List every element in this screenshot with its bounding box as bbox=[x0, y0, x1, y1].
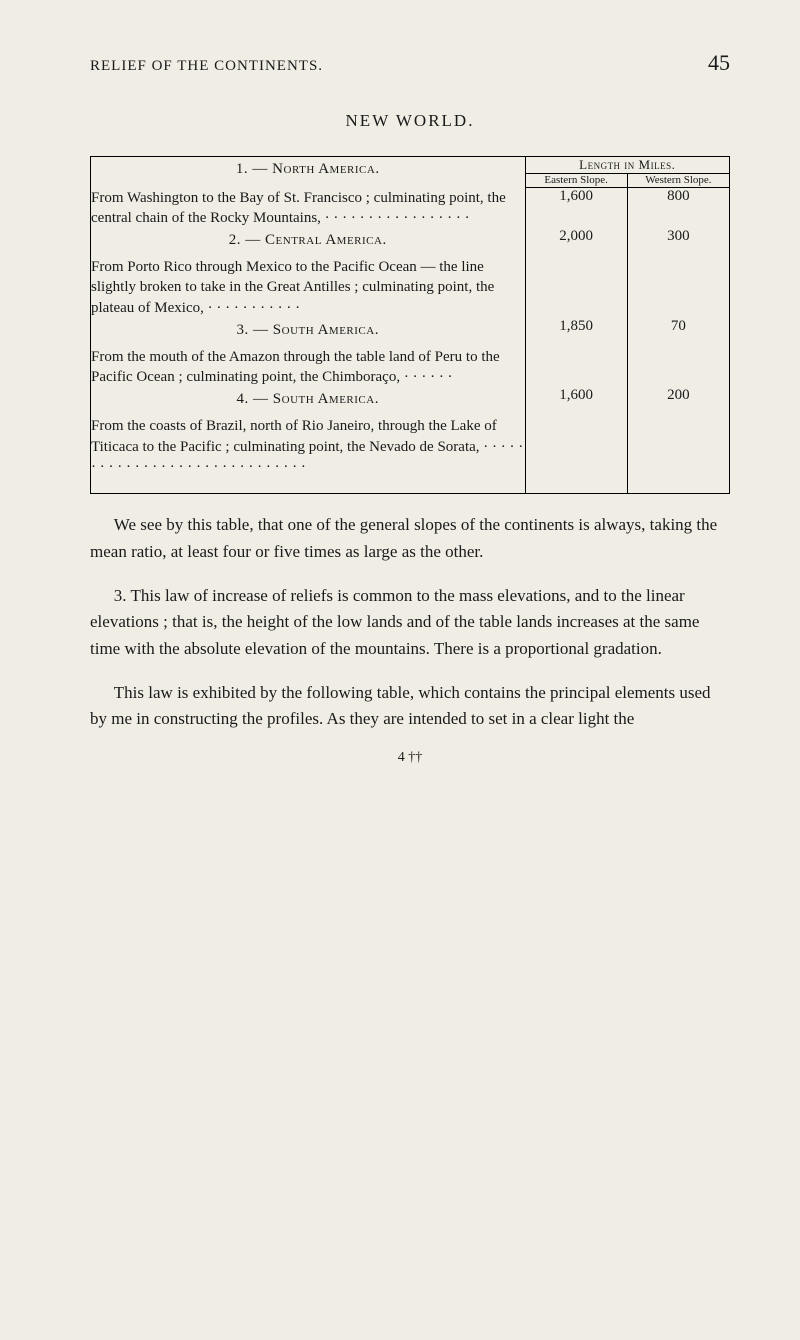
western-value-2: 300 bbox=[627, 228, 729, 318]
entry-text-2: From Porto Rico through Mexico to the Pa… bbox=[91, 257, 525, 318]
entry-text-3: From the mouth of the Amazon through the… bbox=[91, 347, 525, 388]
eastern-value-3: 1,850 bbox=[525, 318, 627, 388]
section-title-3: 3. — South America. bbox=[91, 322, 525, 339]
section-title-4: 4. — South America. bbox=[91, 391, 525, 408]
western-value-1: 800 bbox=[627, 188, 729, 229]
page-number: 45 bbox=[708, 50, 730, 76]
eastern-value-2: 2,000 bbox=[525, 228, 627, 318]
page-container: RELIEF OF THE CONTINENTS. 45 NEW WORLD. … bbox=[0, 0, 800, 806]
western-value-3: 70 bbox=[627, 318, 729, 388]
body-paragraph-2: 3. This law of increase of reliefs is co… bbox=[90, 583, 730, 662]
length-header: Length in Miles. bbox=[525, 157, 729, 174]
running-title: RELIEF OF THE CONTINENTS. bbox=[90, 58, 323, 75]
body-paragraph-1: We see by this table, that one of the ge… bbox=[90, 512, 730, 565]
body-paragraph-3: This law is exhibited by the following t… bbox=[90, 680, 730, 733]
section-title-2: 2. — Central America. bbox=[91, 232, 525, 249]
western-slope-header: Western Slope. bbox=[627, 174, 729, 188]
eastern-slope-header: Eastern Slope. bbox=[525, 174, 627, 188]
section-title-1: 1. — North America. bbox=[91, 161, 525, 178]
section-subtitle: NEW WORLD. bbox=[90, 111, 730, 131]
signature-mark: 4 †† bbox=[90, 750, 730, 766]
eastern-value-1: 1,600 bbox=[525, 188, 627, 229]
relief-table: 1. — North America. Length in Miles. Eas… bbox=[90, 156, 730, 494]
entry-text-1: From Washington to the Bay of St. Franci… bbox=[91, 188, 525, 229]
eastern-value-4: 1,600 bbox=[525, 387, 627, 493]
page-header: RELIEF OF THE CONTINENTS. 45 bbox=[90, 50, 730, 76]
entry-text-4: From the coasts of Brazil, north of Rio … bbox=[91, 416, 525, 477]
western-value-4: 200 bbox=[627, 387, 729, 493]
